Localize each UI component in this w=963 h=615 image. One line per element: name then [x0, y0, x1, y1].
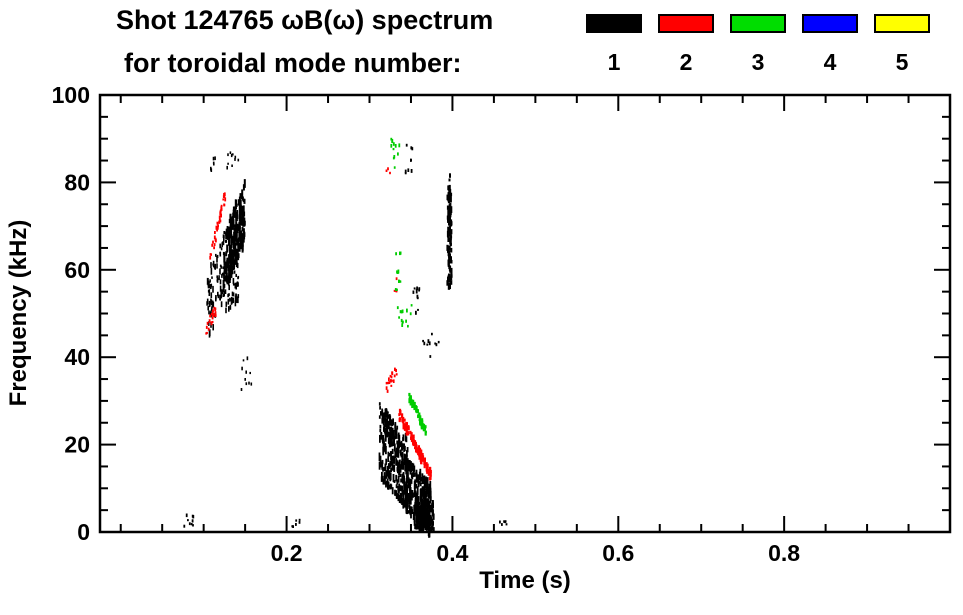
x-axis-label: Time (s) — [479, 567, 571, 594]
y-tick-label: 40 — [64, 344, 90, 370]
y-tick-label: 20 — [64, 432, 90, 458]
mode-2-points — [205, 167, 432, 481]
y-tick-label: 100 — [52, 82, 90, 108]
legend-mode-number-3: 3 — [751, 49, 765, 75]
chart-title-line2: for toroidal mode number: — [124, 48, 462, 78]
plot-frame — [98, 93, 952, 534]
mode-3-points — [390, 137, 427, 436]
legend-mode-numbers: 1 2 3 4 5 — [578, 49, 938, 76]
legend-slot-mode-1 — [578, 14, 650, 33]
legend-slot-mode-3 — [722, 14, 794, 33]
y-tick-label: 60 — [64, 257, 90, 283]
x-tick-label: 0.2 — [271, 540, 303, 566]
legend-mode-number-2: 2 — [679, 49, 693, 75]
mode-1-points — [183, 143, 508, 538]
legend-swatch-mode-5 — [874, 14, 930, 33]
y-tick-label: 80 — [64, 169, 90, 195]
axis-ticks — [100, 94, 951, 533]
legend-slot-mode-4 — [794, 14, 866, 33]
x-tick-label: 0.8 — [768, 540, 800, 566]
y-axis-label: Frequency (kHz) — [5, 220, 32, 407]
chart-title-line1: Shot 124765 ωB(ω) spectrum — [116, 5, 494, 35]
legend-swatch-mode-2 — [658, 14, 714, 33]
legend-mode-number-1: 1 — [607, 49, 621, 75]
legend-slot-mode-5 — [866, 14, 938, 33]
legend-slot-mode-2 — [650, 14, 722, 33]
legend-mode-number-5: 5 — [895, 49, 909, 75]
x-tick-label: 0.6 — [602, 540, 634, 566]
legend-swatch-mode-3 — [730, 14, 786, 33]
legend-swatch-mode-4 — [802, 14, 858, 33]
x-tick-label: 0.4 — [436, 540, 468, 566]
legend-swatch-mode-1 — [586, 14, 642, 33]
axis-tick-labels: 0.2 0.4 0.6 0.8 0 20 40 60 80 100 — [52, 82, 801, 566]
legend-mode-number-4: 4 — [823, 49, 837, 75]
legend-swatches — [578, 14, 938, 33]
y-tick-label: 0 — [77, 519, 90, 545]
